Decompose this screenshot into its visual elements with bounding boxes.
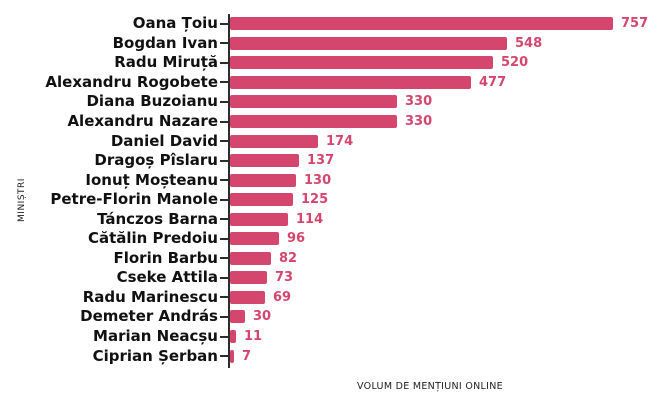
bar-row: Radu Marinescu 69 <box>0 288 668 308</box>
bar-row: Marian Neacșu 11 <box>0 327 668 347</box>
bar-row: Alexandru Rogobete 477 <box>0 73 668 93</box>
value-label: 548 <box>515 35 543 51</box>
bar <box>230 75 471 89</box>
category-label: Cseke Attila <box>116 268 218 287</box>
value-label: 137 <box>307 153 335 169</box>
axis-tick <box>220 257 230 260</box>
value-label: 11 <box>244 329 263 345</box>
value-label: 125 <box>301 192 329 208</box>
bar-row: Cseke Attila 73 <box>0 268 668 288</box>
bar <box>230 349 234 363</box>
category-label: Oana Țoiu <box>132 14 218 33</box>
bar-row: Bogdan Ivan 548 <box>0 34 668 54</box>
value-label: 330 <box>405 94 433 110</box>
axis-tick <box>220 179 230 182</box>
value-label: 82 <box>279 250 298 266</box>
value-label: 114 <box>296 211 324 227</box>
bar-row: Diana Buzoianu 330 <box>0 92 668 112</box>
bar <box>230 134 318 148</box>
y-axis-line <box>228 14 230 368</box>
bar <box>230 310 245 324</box>
category-label: Alexandru Nazare <box>67 112 218 130</box>
bar <box>230 36 507 50</box>
bar <box>230 212 288 226</box>
bar-row: Radu Miruță 520 <box>0 53 668 73</box>
value-label: 96 <box>287 231 306 247</box>
value-label: 520 <box>501 55 529 71</box>
bar-row: Tánczos Barna 114 <box>0 209 668 229</box>
category-label: Florin Barbu <box>113 248 218 267</box>
bar-rows: Oana Țoiu 757 Bogdan Ivan 548 Radu Miruță 520… <box>0 14 668 366</box>
bar-row: Ionuț Moșteanu 130 <box>0 170 668 190</box>
value-label: 69 <box>273 289 292 305</box>
bar <box>230 56 493 70</box>
bar <box>230 17 613 31</box>
category-label: Daniel David <box>110 131 218 150</box>
axis-tick <box>220 81 230 84</box>
category-label: Diana Buzoianu <box>86 92 218 111</box>
category-label: Tánczos Barna <box>97 209 218 228</box>
category-label: Radu Miruță <box>114 53 218 72</box>
bar <box>230 95 397 109</box>
bar <box>230 232 279 246</box>
bar <box>230 173 296 187</box>
value-label: 30 <box>253 309 272 325</box>
axis-tick <box>220 100 230 103</box>
bar <box>230 330 236 344</box>
value-label: 7 <box>242 348 252 364</box>
bar-row: Dragoș Pîslaru 137 <box>0 151 668 171</box>
category-label: Cătălin Predoiu <box>87 229 218 248</box>
axis-tick <box>220 276 230 279</box>
bar-row: Florin Barbu 82 <box>0 249 668 269</box>
axis-tick <box>220 315 230 318</box>
bar <box>230 290 265 304</box>
bar <box>230 154 299 168</box>
axis-tick <box>220 61 230 64</box>
category-label: Ciprian Șerban <box>92 346 218 365</box>
category-label: Ionuț Moșteanu <box>85 170 218 189</box>
axis-tick <box>220 296 230 299</box>
value-label: 73 <box>275 270 294 286</box>
axis-tick <box>220 335 230 338</box>
category-label: Bogdan Ivan <box>112 33 218 52</box>
axis-tick <box>220 198 230 201</box>
bar-row: Daniel David 174 <box>0 131 668 151</box>
category-label: Marian Neacșu <box>93 327 218 346</box>
category-label: Demeter András <box>80 307 218 326</box>
category-label: Dragoș Pîslaru <box>94 151 218 170</box>
axis-tick <box>220 355 230 358</box>
bar <box>230 251 271 265</box>
axis-tick <box>220 120 230 123</box>
category-label: Petre-Florin Manole <box>50 190 218 209</box>
value-label: 757 <box>621 16 649 32</box>
bar-row: Oana Țoiu 757 <box>0 14 668 34</box>
value-label: 330 <box>405 114 433 129</box>
bar <box>230 193 293 207</box>
x-axis-title: VOLUM DE MENȚIUNI ONLINE <box>357 381 503 392</box>
bar-row: Petre-Florin Manole 125 <box>0 190 668 210</box>
axis-tick <box>220 159 230 162</box>
bar-row: Ciprian Șerban 7 <box>0 346 668 366</box>
bar <box>230 115 397 128</box>
value-label: 174 <box>326 133 354 149</box>
axis-tick <box>220 237 230 240</box>
axis-tick <box>220 218 230 221</box>
category-label: Radu Marinescu <box>82 287 218 306</box>
bar-row: Alexandru Nazare 330 <box>0 112 668 132</box>
axis-tick <box>220 140 230 143</box>
bar <box>230 271 267 285</box>
axis-tick <box>220 42 230 45</box>
value-label: 477 <box>479 74 507 90</box>
value-label: 130 <box>304 172 332 188</box>
bar-row: Demeter András 30 <box>0 307 668 327</box>
bar-row: Cătălin Predoiu 96 <box>0 229 668 249</box>
category-label: Alexandru Rogobete <box>45 72 218 91</box>
axis-tick <box>220 22 230 25</box>
